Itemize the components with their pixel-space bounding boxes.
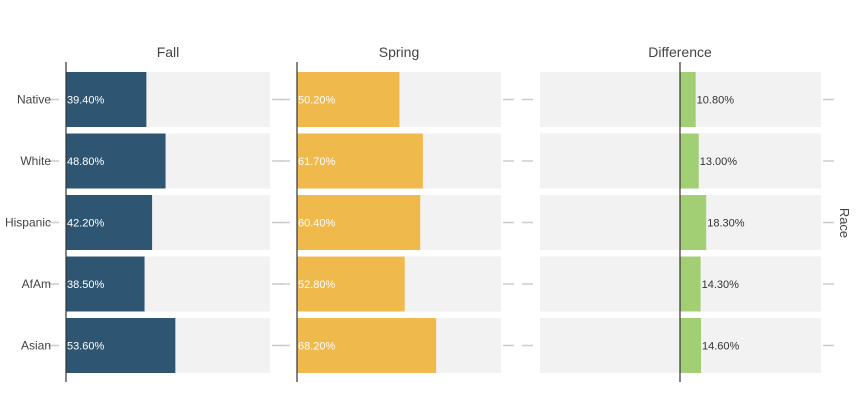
difference-bar-asian bbox=[680, 318, 702, 373]
spring-value-label-afam: 52.80% bbox=[298, 279, 336, 291]
fall-value-label-native: 39.40% bbox=[67, 95, 105, 107]
category-label-afam: AfAm bbox=[22, 277, 51, 291]
category-label-hispanic: Hispanic bbox=[5, 216, 51, 230]
fall-bar-native bbox=[66, 72, 147, 127]
spring-bar-white bbox=[297, 133, 423, 189]
spring-bar-afam bbox=[297, 256, 405, 312]
spring-value-label-native: 50.20% bbox=[298, 95, 336, 107]
spring-value-label-asian: 68.20% bbox=[298, 341, 336, 353]
fall-value-label-afam: 38.50% bbox=[67, 279, 105, 291]
difference-value-label-white: 13.00% bbox=[700, 156, 738, 168]
panel-title-spring: Spring bbox=[379, 44, 419, 60]
facet-label-race: Race bbox=[837, 208, 852, 238]
fall-bar-white bbox=[66, 133, 166, 189]
fall-value-label-asian: 53.60% bbox=[67, 341, 105, 353]
category-label-native: Native bbox=[17, 93, 51, 107]
difference-bar-hispanic bbox=[680, 195, 707, 250]
difference-value-label-afam: 14.30% bbox=[702, 279, 740, 291]
spring-value-label-white: 61.70% bbox=[298, 156, 336, 168]
difference-bar-afam bbox=[680, 256, 701, 312]
fall-value-label-white: 48.80% bbox=[67, 156, 105, 168]
category-label-white: White bbox=[20, 154, 51, 168]
spring-bar-hispanic bbox=[297, 195, 421, 250]
spring-bar-native bbox=[297, 72, 400, 127]
fall-bar-afam bbox=[66, 256, 145, 312]
difference-value-label-hispanic: 18.30% bbox=[707, 218, 745, 230]
panel-title-difference: Difference bbox=[648, 44, 712, 60]
category-label-asian: Asian bbox=[21, 339, 51, 353]
panel-title-fall: Fall bbox=[157, 44, 180, 60]
difference-value-label-asian: 14.60% bbox=[702, 341, 740, 353]
plot-area: 39.40% 48.80% 42.20% 38.50% 53.60% 50.20% 61.7… bbox=[48, 62, 834, 382]
spring-bar-asian bbox=[297, 318, 437, 373]
difference-bar-native bbox=[680, 72, 696, 127]
fall-value-label-hispanic: 42.20% bbox=[67, 218, 105, 230]
difference-value-label-native: 10.80% bbox=[697, 95, 735, 107]
fall-bar-asian bbox=[66, 318, 176, 373]
fall-bar-hispanic bbox=[66, 195, 153, 250]
panel-titles: Fall Spring Difference bbox=[157, 44, 712, 60]
difference-bar-white bbox=[680, 133, 699, 189]
spring-value-label-hispanic: 60.40% bbox=[298, 218, 336, 230]
category-labels: Native White Hispanic AfAm Asian bbox=[5, 93, 51, 353]
